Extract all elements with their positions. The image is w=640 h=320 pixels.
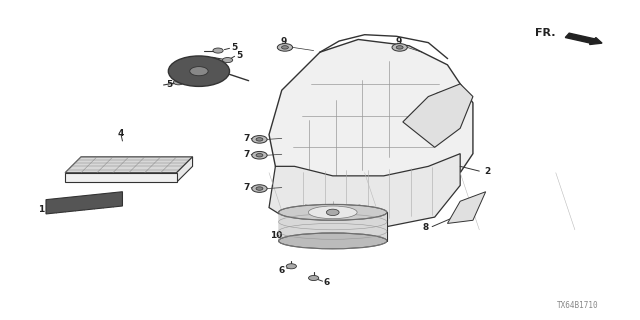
Polygon shape bbox=[46, 192, 122, 214]
Polygon shape bbox=[65, 173, 177, 182]
Text: 1: 1 bbox=[38, 205, 44, 214]
Circle shape bbox=[173, 80, 184, 85]
Text: 10: 10 bbox=[271, 231, 283, 240]
Polygon shape bbox=[403, 84, 473, 147]
Ellipse shape bbox=[308, 206, 357, 219]
Circle shape bbox=[223, 58, 233, 63]
Text: 7: 7 bbox=[243, 150, 249, 159]
Circle shape bbox=[308, 276, 319, 281]
Circle shape bbox=[286, 264, 296, 269]
Circle shape bbox=[277, 44, 292, 51]
Ellipse shape bbox=[278, 233, 387, 249]
Circle shape bbox=[282, 46, 289, 49]
Text: 5: 5 bbox=[236, 51, 242, 60]
Text: 9: 9 bbox=[395, 37, 401, 46]
Circle shape bbox=[392, 44, 407, 51]
FancyArrow shape bbox=[565, 33, 602, 44]
Text: 2: 2 bbox=[484, 167, 490, 176]
Polygon shape bbox=[65, 157, 193, 173]
Text: 7: 7 bbox=[243, 183, 249, 192]
Circle shape bbox=[189, 67, 208, 76]
Text: 7: 7 bbox=[243, 134, 249, 143]
Polygon shape bbox=[269, 154, 460, 230]
Circle shape bbox=[252, 151, 267, 159]
Polygon shape bbox=[177, 157, 193, 182]
Text: TX64B1710: TX64B1710 bbox=[557, 301, 599, 310]
Circle shape bbox=[168, 56, 230, 86]
Circle shape bbox=[256, 154, 263, 157]
Polygon shape bbox=[278, 212, 387, 241]
Circle shape bbox=[256, 187, 263, 190]
Polygon shape bbox=[269, 39, 473, 214]
Text: 5: 5 bbox=[166, 80, 172, 89]
Circle shape bbox=[252, 136, 267, 143]
Text: 6: 6 bbox=[278, 266, 285, 275]
Ellipse shape bbox=[278, 204, 387, 220]
Text: 6: 6 bbox=[323, 278, 330, 287]
Circle shape bbox=[256, 138, 263, 141]
Text: 9: 9 bbox=[280, 37, 287, 46]
Circle shape bbox=[326, 209, 339, 215]
Text: 4: 4 bbox=[118, 129, 124, 138]
Text: 8: 8 bbox=[422, 223, 429, 232]
Circle shape bbox=[396, 46, 403, 49]
Text: 3: 3 bbox=[179, 67, 186, 76]
Text: 5: 5 bbox=[231, 43, 237, 52]
Circle shape bbox=[252, 185, 267, 192]
Polygon shape bbox=[447, 192, 486, 223]
Circle shape bbox=[213, 48, 223, 53]
Text: FR.: FR. bbox=[535, 28, 556, 38]
